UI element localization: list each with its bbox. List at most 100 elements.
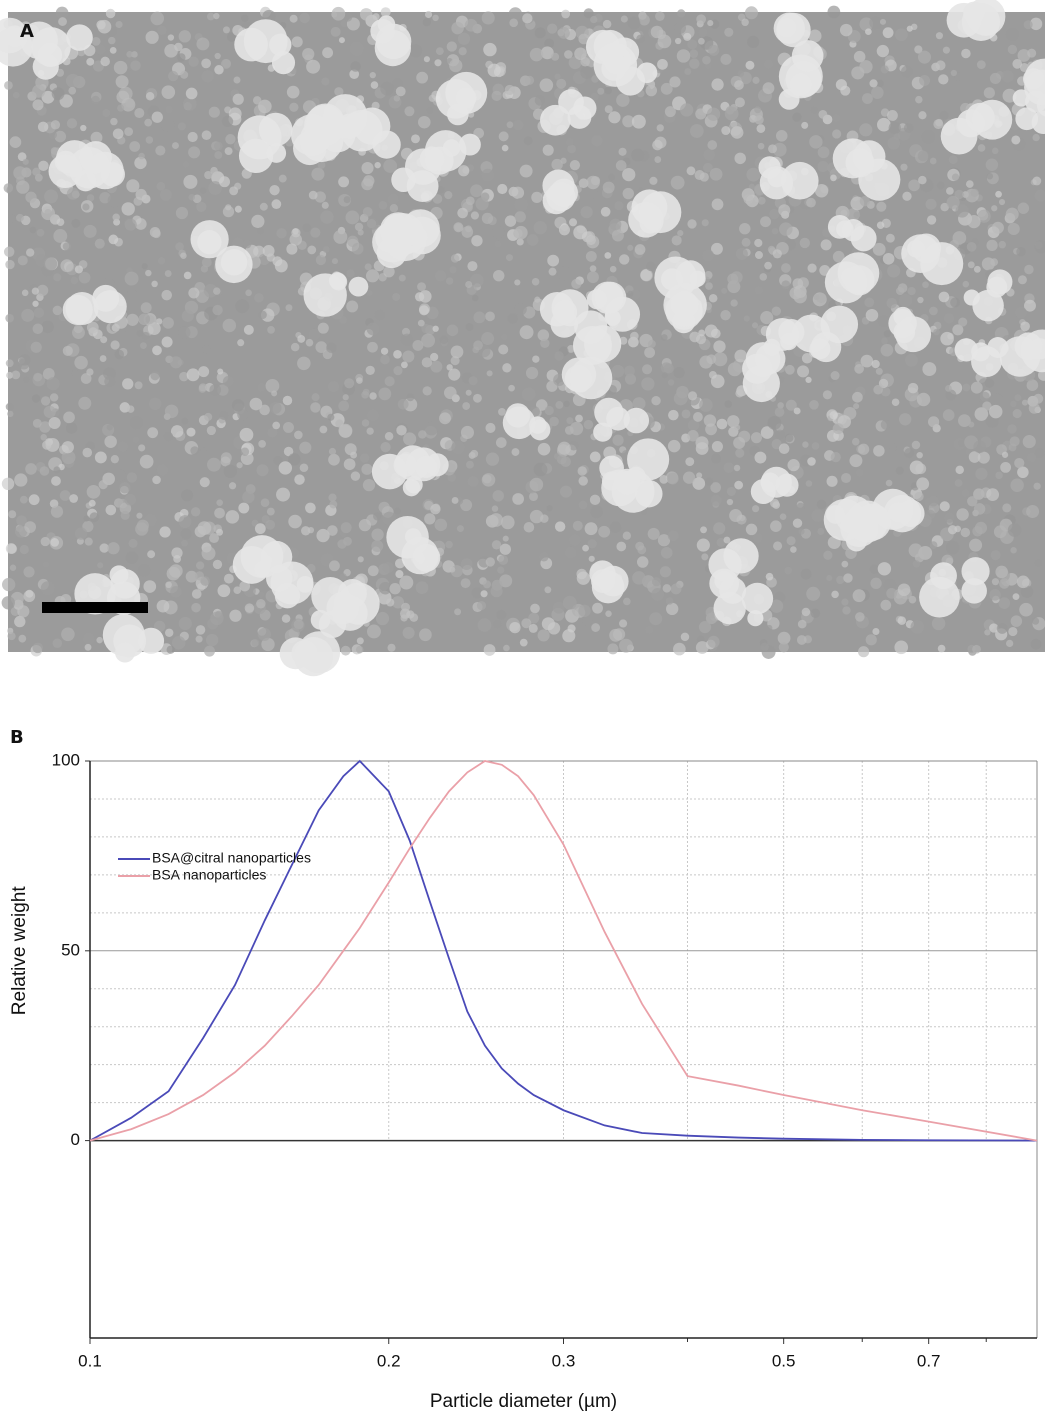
- sem-grain: [829, 411, 838, 420]
- sem-grain: [328, 447, 337, 456]
- sem-grain: [147, 550, 156, 559]
- sem-grain: [209, 384, 222, 396]
- sem-grain: [159, 188, 172, 201]
- sem-grain: [1015, 306, 1027, 319]
- sem-grain: [177, 122, 186, 131]
- sem-grain: [670, 175, 685, 190]
- sem-grain: [602, 181, 615, 194]
- sem-grain: [233, 76, 241, 84]
- sem-grain: [817, 527, 825, 535]
- sem-cluster: [550, 310, 579, 338]
- sem-grain: [18, 634, 27, 643]
- sem-grain: [73, 324, 83, 334]
- sem-grain: [408, 44, 423, 58]
- sem-grain: [754, 106, 762, 114]
- sem-grain: [378, 200, 388, 210]
- sem-grain: [882, 27, 894, 39]
- sem-grain: [666, 472, 679, 485]
- sem-grain: [698, 28, 708, 38]
- sem-grain: [220, 456, 231, 467]
- sem-grain: [152, 345, 162, 356]
- sem-grain: [242, 490, 255, 504]
- sem-grain: [535, 399, 548, 411]
- sem-grain: [916, 477, 930, 491]
- sem-grain: [1019, 602, 1033, 617]
- sem-grain: [556, 78, 567, 89]
- sem-grain: [350, 451, 358, 459]
- sem-cluster: [569, 356, 613, 400]
- sem-grain: [320, 210, 334, 224]
- sem-grain: [105, 8, 116, 19]
- sem-grain: [126, 51, 133, 58]
- sem-grain: [124, 325, 131, 333]
- sem-grain: [31, 287, 39, 295]
- sem-grain: [810, 608, 821, 618]
- sem-grain: [165, 581, 172, 589]
- sem-grain: [134, 381, 143, 390]
- sem-grain: [9, 564, 17, 571]
- sem-grain: [797, 619, 807, 629]
- sem-grain: [74, 527, 88, 540]
- sem-grain: [600, 206, 611, 217]
- sem-grain: [14, 525, 28, 538]
- sem-grain: [333, 229, 348, 244]
- sem-grain: [918, 175, 927, 185]
- sem-cluster: [220, 249, 248, 276]
- sem-grain: [784, 364, 795, 375]
- sem-grain: [187, 131, 198, 143]
- sem-cluster: [627, 438, 670, 481]
- sem-grain: [74, 355, 88, 370]
- sem-grain: [171, 142, 179, 150]
- sem-grain: [655, 11, 665, 22]
- sem-grain: [711, 453, 722, 464]
- sem-grain: [231, 399, 245, 412]
- sem-grain: [16, 515, 27, 527]
- sem-grain: [820, 239, 832, 251]
- sem-grain: [772, 249, 782, 259]
- sem-grain: [86, 484, 101, 499]
- sem-grain: [167, 34, 175, 41]
- sem-grain: [244, 603, 255, 613]
- sem-grain: [809, 135, 823, 149]
- sem-grain: [338, 176, 350, 188]
- sem-grain: [880, 387, 891, 397]
- sem-grain: [240, 447, 250, 457]
- sem-grain: [529, 509, 544, 524]
- sem-cluster: [414, 455, 438, 478]
- y-tick-label: 100: [52, 750, 80, 769]
- sem-grain: [169, 356, 183, 369]
- sem-grain: [737, 70, 745, 77]
- sem-grain: [576, 571, 591, 585]
- sem-grain: [950, 297, 961, 308]
- sem-grain: [720, 53, 732, 65]
- sem-grain: [989, 72, 1002, 85]
- sem-grain: [666, 602, 679, 616]
- sem-grain: [315, 341, 328, 353]
- sem-grain: [210, 166, 218, 175]
- sem-grain: [159, 526, 171, 538]
- sem-grain: [792, 518, 803, 528]
- sem-grain: [900, 65, 913, 78]
- sem-cluster: [374, 29, 412, 67]
- sem-grain: [418, 430, 427, 439]
- sem-grain: [1, 596, 16, 610]
- sem-grain: [619, 619, 628, 628]
- sem-grain: [647, 527, 660, 540]
- sem-grain: [285, 304, 293, 312]
- sem-grain: [366, 218, 379, 230]
- sem-grain: [917, 296, 924, 304]
- sem-grain: [387, 193, 399, 205]
- sem-grain: [492, 226, 505, 239]
- sem-grain: [48, 416, 61, 430]
- sem-grain: [120, 510, 130, 520]
- sem-grain: [151, 111, 163, 123]
- sem-grain: [877, 117, 891, 132]
- sem-grain: [604, 252, 612, 259]
- sem-grain: [61, 441, 74, 454]
- y-tick-label: 50: [61, 940, 80, 959]
- sem-grain: [896, 286, 905, 296]
- sem-grain: [86, 321, 99, 334]
- sem-grain: [29, 226, 37, 234]
- sem-grain: [926, 215, 937, 225]
- sem-grain: [182, 161, 190, 168]
